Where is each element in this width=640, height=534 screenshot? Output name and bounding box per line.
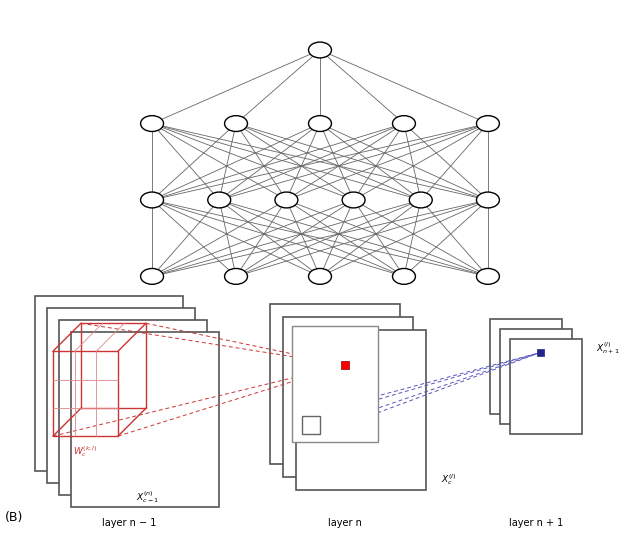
- Circle shape: [308, 116, 332, 131]
- Bar: [292, 326, 378, 442]
- Bar: [510, 339, 582, 434]
- Text: layer n + 1: layer n + 1: [509, 518, 563, 528]
- Text: layer n: layer n: [328, 518, 362, 528]
- Circle shape: [141, 116, 164, 131]
- Circle shape: [275, 192, 298, 208]
- Circle shape: [141, 269, 164, 284]
- Bar: [47, 308, 195, 483]
- Bar: [283, 317, 413, 477]
- Bar: [302, 416, 320, 434]
- Bar: [35, 296, 183, 471]
- Circle shape: [392, 116, 415, 131]
- Text: $X_{c-1}^{(n)}$: $X_{c-1}^{(n)}$: [136, 489, 159, 505]
- Circle shape: [392, 269, 415, 284]
- Circle shape: [141, 192, 164, 208]
- Text: $X_c^{(l)}$: $X_c^{(l)}$: [441, 472, 456, 487]
- Circle shape: [225, 116, 248, 131]
- Circle shape: [476, 269, 499, 284]
- Circle shape: [208, 192, 230, 208]
- Text: layer n − 1: layer n − 1: [102, 518, 156, 528]
- Circle shape: [342, 192, 365, 208]
- Bar: [53, 351, 118, 436]
- Bar: [59, 320, 207, 495]
- Circle shape: [308, 269, 332, 284]
- Text: (A): (A): [311, 327, 329, 340]
- Circle shape: [476, 116, 499, 131]
- Text: (B): (B): [5, 511, 24, 524]
- Bar: [490, 319, 562, 414]
- Bar: [296, 330, 426, 490]
- Circle shape: [476, 192, 499, 208]
- Bar: [500, 329, 572, 424]
- Bar: [270, 304, 400, 464]
- Text: $W_c^{(k,l)}$: $W_c^{(k,l)}$: [73, 444, 98, 459]
- Circle shape: [308, 42, 332, 58]
- Bar: [537, 349, 544, 356]
- Bar: [341, 361, 349, 369]
- Text: $X_{n+1}^{(l)}$: $X_{n+1}^{(l)}$: [596, 340, 620, 356]
- Circle shape: [225, 269, 248, 284]
- Circle shape: [410, 192, 432, 208]
- Bar: [71, 332, 219, 507]
